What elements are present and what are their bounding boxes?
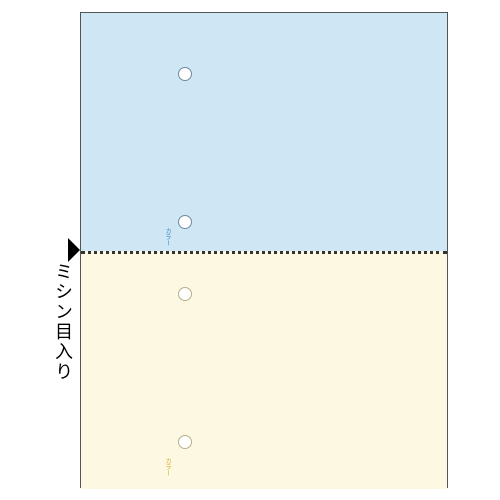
- pointer-arrow-icon: [68, 238, 80, 262]
- color-tag: カラー: [164, 458, 170, 476]
- bottom-panel: [81, 251, 447, 489]
- perforation-line: [81, 251, 447, 254]
- punch-hole: [178, 67, 192, 81]
- punch-hole: [178, 435, 192, 449]
- color-tag: カラー: [164, 228, 170, 246]
- perforation-label: ミシン目入り: [50, 262, 76, 382]
- paper-sheet: [80, 12, 448, 488]
- punch-hole: [178, 215, 192, 229]
- top-panel: [81, 13, 447, 251]
- punch-hole: [178, 287, 192, 301]
